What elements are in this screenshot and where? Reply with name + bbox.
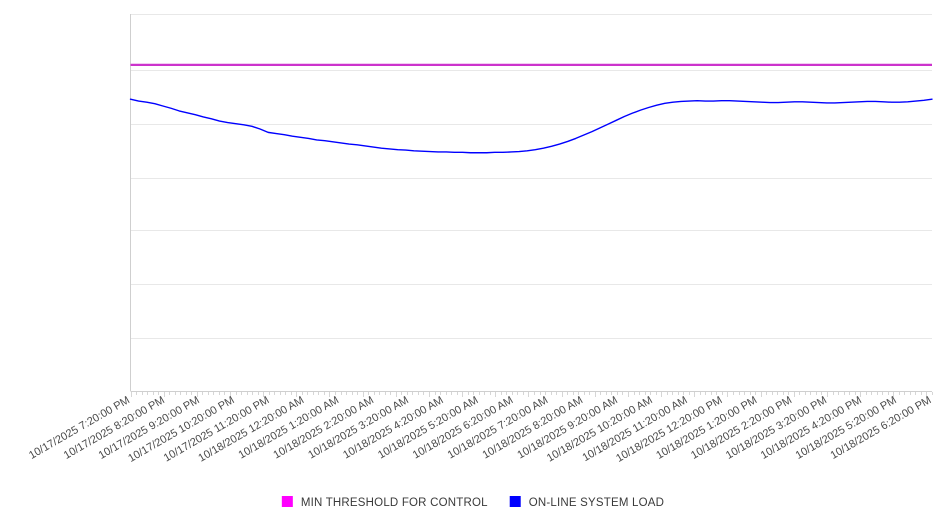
- chart-legend: MIN THRESHOLD FOR CONTROL ON-LINE SYSTEM …: [281, 496, 664, 509]
- series-on-line-system-load: [129, 98, 933, 154]
- legend-label: MIN THRESHOLD FOR CONTROL: [301, 497, 488, 509]
- gridlines: [130, 14, 932, 339]
- legend-label: ON-LINE SYSTEM LOAD: [529, 497, 664, 509]
- x-axis-tickmarks: [131, 392, 933, 397]
- legend-swatch-system-load: [509, 496, 521, 507]
- legend-swatch-min-threshold: [281, 496, 293, 507]
